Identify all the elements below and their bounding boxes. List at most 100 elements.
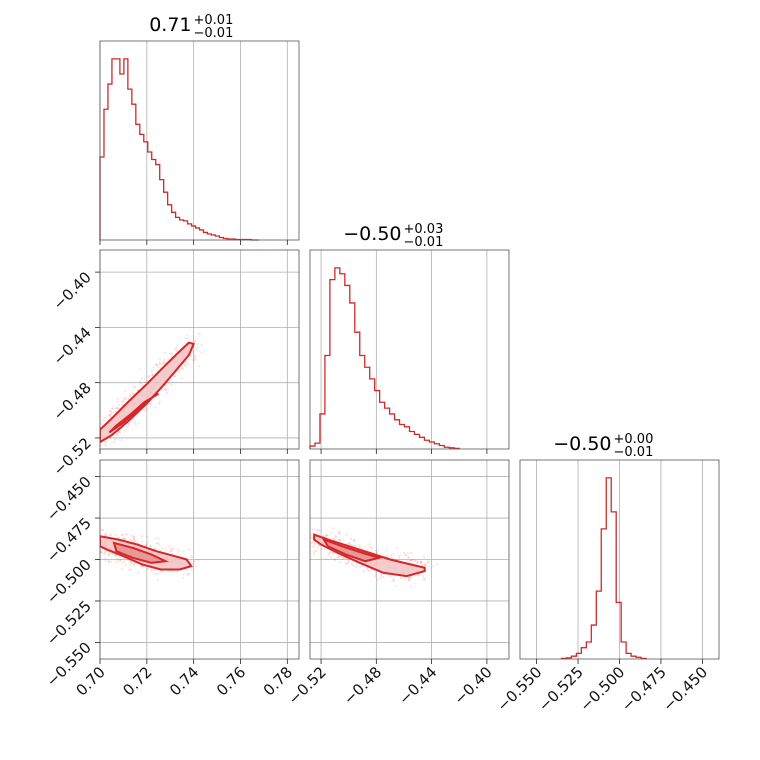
scatter-point xyxy=(163,387,167,390)
scatter-point xyxy=(200,343,203,346)
scatter-point xyxy=(169,352,172,355)
scatter-point xyxy=(127,423,130,426)
scatter-point xyxy=(190,568,194,571)
scatter-point xyxy=(320,547,324,551)
scatter-point xyxy=(406,560,409,563)
scatter-point xyxy=(425,564,428,567)
scatter-point xyxy=(133,564,136,567)
scatter-point xyxy=(176,350,179,353)
scatter-point xyxy=(154,537,157,540)
scatter-point xyxy=(337,538,340,541)
scatter-point xyxy=(123,560,126,563)
scatter-point xyxy=(185,361,188,364)
scatter-point xyxy=(116,400,119,404)
scatter-point xyxy=(193,354,196,357)
scatter-point xyxy=(374,572,377,575)
scatter-point xyxy=(130,539,134,542)
scatter-point xyxy=(151,373,154,377)
scatter-point xyxy=(116,434,119,437)
scatter-point xyxy=(195,565,198,568)
scatter-point xyxy=(182,550,185,553)
scatter-point xyxy=(161,570,164,573)
scatter-point xyxy=(134,385,137,389)
scatter-point xyxy=(123,538,126,541)
scatter-point xyxy=(424,563,427,566)
scatter-point xyxy=(410,559,413,562)
scatter-point xyxy=(432,565,435,568)
x-tick-label: 0.70 xyxy=(72,663,108,699)
scatter-point xyxy=(317,544,321,547)
scatter-point xyxy=(169,550,172,553)
scatter-point xyxy=(321,534,324,538)
scatter-point xyxy=(167,545,170,548)
scatter-point xyxy=(408,579,411,582)
scatter-point xyxy=(139,382,142,385)
scatter-point xyxy=(184,364,187,367)
scatter-point xyxy=(157,542,160,546)
scatter-point xyxy=(132,535,135,539)
scatter-point xyxy=(146,535,149,538)
scatter-point xyxy=(407,556,410,559)
scatter-point xyxy=(127,397,130,400)
scatter-point xyxy=(404,553,408,556)
scatter-point xyxy=(160,547,164,550)
scatter-point xyxy=(132,562,135,565)
scatter-point xyxy=(307,537,309,539)
scatter-point xyxy=(163,358,166,361)
scatter-point xyxy=(170,547,173,550)
scatter-point xyxy=(365,548,369,551)
scatter-point xyxy=(104,440,107,444)
scatter-point xyxy=(104,440,107,443)
scatter-point xyxy=(100,550,102,554)
scatter-point xyxy=(162,361,165,364)
y-tick-label: −0.52 xyxy=(50,434,95,479)
y-tick-label: −0.500 xyxy=(43,556,95,608)
scatter-point xyxy=(119,555,122,558)
scatter-point xyxy=(167,381,171,384)
scatter-point xyxy=(162,360,165,363)
scatter-point xyxy=(154,363,158,366)
scatter-point xyxy=(171,352,174,355)
scatter-point xyxy=(97,433,99,435)
scatter-point xyxy=(115,406,118,410)
scatter-point xyxy=(125,397,128,400)
scatter-point xyxy=(191,350,195,353)
scatter-point xyxy=(120,567,124,570)
scatter-point xyxy=(187,573,190,576)
x-tick-label: −0.500 xyxy=(576,663,628,715)
scatter-point xyxy=(157,402,161,405)
scatter-point xyxy=(133,540,136,543)
scatter-point xyxy=(332,527,335,530)
scatter-point xyxy=(379,573,383,576)
scatter-point xyxy=(177,370,181,374)
contour-inner xyxy=(321,537,383,563)
scatter-point xyxy=(137,422,140,425)
scatter-point xyxy=(159,570,162,573)
scatter-point xyxy=(152,569,155,572)
scatter-point xyxy=(195,348,198,352)
scatter-point xyxy=(198,332,201,336)
contour-outer xyxy=(100,341,196,444)
scatter-point xyxy=(157,537,160,541)
scatter-point xyxy=(408,579,411,582)
scatter-point xyxy=(409,576,412,579)
scatter-point xyxy=(160,363,163,366)
scatter-point xyxy=(158,400,161,403)
scatter-point xyxy=(109,415,112,419)
scatter-point xyxy=(124,429,127,432)
scatter-point xyxy=(348,542,351,546)
scatter-point xyxy=(123,537,126,540)
scatter-point xyxy=(371,547,374,550)
scatter-point xyxy=(164,547,167,550)
scatter-point xyxy=(108,552,111,555)
scatter-point xyxy=(92,425,94,427)
scatter-point xyxy=(397,558,400,561)
scatter-point xyxy=(196,342,199,346)
x-tick-label: −0.44 xyxy=(395,663,440,708)
scatter-point xyxy=(348,542,351,545)
scatter-point xyxy=(165,391,169,395)
scatter-point xyxy=(333,559,336,562)
scatter-point xyxy=(108,414,111,417)
scatter-point xyxy=(105,559,108,562)
